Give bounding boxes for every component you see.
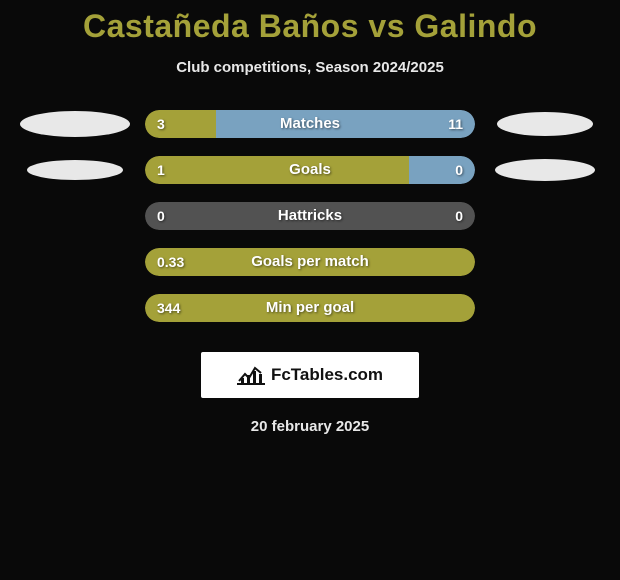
bar-value-left: 0.33 [157, 248, 184, 276]
bar-segment-left [145, 294, 475, 322]
bar-value-right: 11 [448, 110, 463, 138]
bar-segment-zero [145, 202, 475, 230]
bar-value-left: 3 [157, 110, 165, 138]
stat-bar: 344Min per goal [145, 294, 475, 322]
oval-shape [20, 111, 130, 137]
oval-shape [495, 159, 595, 181]
oval-shape [27, 160, 123, 180]
bar-value-left: 344 [157, 294, 180, 322]
bar-value-left: 0 [157, 202, 165, 230]
logo-chart-icon [237, 364, 265, 386]
container: Castañeda Baños vs Galindo Club competit… [0, 0, 620, 435]
stat-bar: 00Hattricks [145, 202, 475, 230]
bar-segment-left [145, 248, 475, 276]
date-text: 20 february 2025 [251, 418, 369, 435]
left-oval-wrap [5, 160, 145, 180]
bar-segment-left [145, 156, 409, 184]
left-oval-wrap [5, 111, 145, 137]
right-oval-wrap [475, 159, 615, 181]
subtitle: Club competitions, Season 2024/2025 [176, 59, 444, 76]
stat-row: 10Goals [0, 156, 620, 184]
stats-list: 311Matches10Goals00Hattricks0.33Goals pe… [0, 110, 620, 340]
bar-segment-left [145, 110, 216, 138]
stat-row: 0.33Goals per match [0, 248, 620, 276]
stat-bar: 10Goals [145, 156, 475, 184]
logo-badge: FcTables.com [201, 352, 419, 398]
bar-segment-right [216, 110, 475, 138]
stat-bar: 311Matches [145, 110, 475, 138]
bar-value-right: 0 [455, 202, 463, 230]
page-title: Castañeda Baños vs Galindo [83, 8, 537, 45]
right-oval-wrap [475, 112, 615, 136]
oval-shape [497, 112, 593, 136]
stat-row: 00Hattricks [0, 202, 620, 230]
stat-row: 344Min per goal [0, 294, 620, 322]
stat-bar: 0.33Goals per match [145, 248, 475, 276]
bar-value-right: 0 [455, 156, 463, 184]
bar-segment-right [409, 156, 475, 184]
stat-row: 311Matches [0, 110, 620, 138]
bar-value-left: 1 [157, 156, 165, 184]
logo-text: FcTables.com [271, 365, 383, 385]
